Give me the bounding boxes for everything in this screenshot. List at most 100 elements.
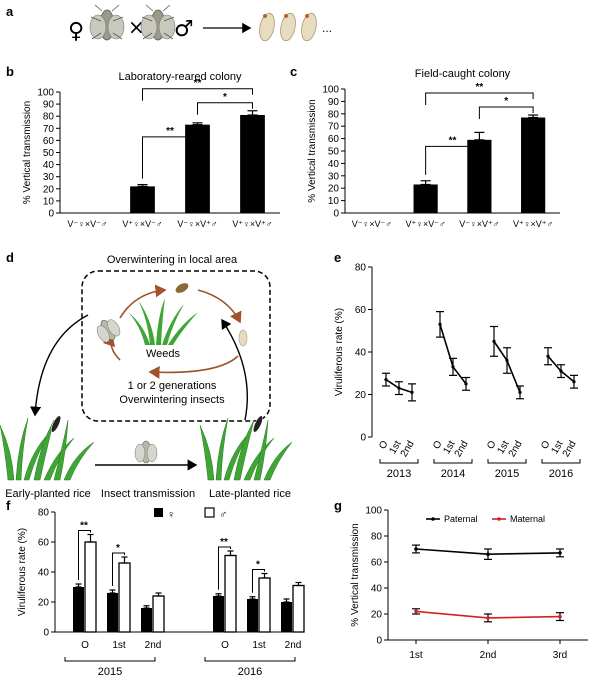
chart-f: 0 20 40 60 80 Viruliferous rate (%) ♀ ♂ O 1st 2nd *… (17, 507, 305, 678)
significance-label: * (504, 96, 508, 107)
significance-bracket (425, 92, 534, 106)
bar-male (292, 584, 305, 633)
generations-line2: Overwintering insects (119, 394, 225, 406)
significance-label: ** (475, 82, 483, 93)
bar-female (247, 599, 258, 632)
y-axis-label: Viruliferous rate (%) (334, 308, 345, 396)
y-tick-label: 40 (43, 160, 55, 171)
transmission-label: Insect transmission (101, 488, 195, 500)
x-tick-label: 3rd (553, 650, 567, 661)
data-point (558, 551, 562, 555)
group-label: 2015 (495, 468, 519, 480)
nymph-icon (238, 329, 248, 347)
bar-female (73, 587, 84, 632)
legend-label: Paternal (444, 514, 478, 524)
bar-male (152, 595, 165, 633)
y-tick-label: 40 (371, 584, 383, 595)
x-tick-label: 1st (252, 640, 266, 651)
significance-bracket (142, 88, 253, 101)
chart-title: Laboratory-reared colony (119, 71, 242, 83)
group-label: 2016 (549, 468, 573, 480)
y-tick-label: 80 (43, 112, 55, 123)
y-tick-label: 80 (355, 263, 367, 274)
x-tick-label: O (221, 640, 229, 651)
x-tick-label: 2nd (480, 650, 497, 661)
data-point (558, 614, 562, 619)
weeds-label: Weeds (146, 348, 181, 360)
significance-bracket (218, 546, 231, 590)
panel-letter-f: f (6, 498, 11, 513)
significance-label: ** (166, 126, 174, 137)
panel-letter-c: c (290, 64, 297, 79)
significance-label: ** (194, 78, 202, 89)
x-tick-label: 2nd (145, 640, 162, 651)
y-tick-label: 10 (43, 196, 55, 207)
chart-g: 0 20 40 60 80 100 % Vertical transmission 1st 2n… (350, 506, 588, 661)
y-tick-label: 0 (43, 628, 49, 639)
legend-male-label: ♂ (219, 509, 227, 521)
legend-marker (497, 517, 501, 521)
cycle-arrow-3 (148, 355, 239, 379)
arrow-box-to-early-rice (29, 314, 89, 417)
group-bracket (64, 657, 156, 662)
panel-letter-e: e (334, 250, 341, 265)
early-rice-icon (0, 415, 95, 481)
panel-letter-g: g (334, 498, 342, 513)
y-tick-label: 100 (37, 88, 54, 99)
cross-symbol: × (128, 15, 145, 39)
group-bracket (204, 657, 296, 662)
group-label: 2013 (387, 468, 411, 480)
y-tick-label: 40 (355, 348, 367, 359)
bar-female (107, 593, 118, 632)
y-axis-label: % Vertical transmission (22, 101, 33, 204)
weeds-icon (128, 298, 198, 345)
male-symbol: ♂ (174, 17, 194, 42)
significance-bracket (142, 136, 198, 179)
group-bracket (541, 459, 581, 464)
panel-letter-a: a (6, 4, 14, 19)
egg-cluster-icon (175, 283, 189, 293)
bar-female (281, 602, 292, 632)
y-tick-label: 70 (43, 124, 55, 135)
data-point (438, 322, 442, 326)
y-tick-label: 90 (328, 97, 340, 108)
significance-bracket (252, 569, 265, 593)
x-tick-label: 1st (409, 650, 423, 661)
bar (413, 184, 438, 213)
data-point (492, 339, 496, 343)
y-tick-label: 0 (360, 433, 366, 444)
panel-a-cross-diagram: ♀ × ♂ ... (68, 4, 332, 44)
x-tick-label: V⁺♀×V⁺♂ (232, 219, 272, 229)
group-label: 2016 (238, 666, 262, 678)
bar (130, 186, 155, 213)
y-tick-label: 80 (38, 508, 50, 519)
y-tick-label: 20 (43, 184, 55, 195)
y-axis-label: % Vertical transmission (350, 523, 361, 626)
data-point (546, 354, 550, 358)
panel-d-diagram: Overwintering in local area Weeds 1 or 2… (0, 254, 293, 500)
data-point (559, 369, 563, 373)
early-rice-label: Early-planted rice (5, 488, 91, 500)
arrow-late-rice-to-box (221, 318, 248, 421)
x-tick-label: V⁺♀×V⁻♂ (405, 219, 445, 229)
significance-label: * (116, 543, 120, 554)
overwintering-box (81, 270, 271, 422)
data-point (397, 386, 401, 390)
y-tick-label: 0 (333, 209, 339, 220)
x-tick-label: 2nd (453, 439, 471, 459)
x-tick-label: V⁻♀×V⁻♂ (67, 219, 107, 229)
x-tick-label: 2nd (507, 439, 525, 459)
ellipsis-text: ... (322, 21, 332, 35)
data-point (451, 365, 455, 369)
legend-female-label: ♀ (167, 509, 175, 521)
data-point (464, 382, 468, 386)
data-point (505, 358, 509, 363)
significance-bracket (425, 145, 480, 175)
late-rice-icon (199, 415, 293, 481)
significance-label: ** (80, 521, 88, 532)
bar-male (258, 577, 271, 633)
chart-b: Laboratory-reared colony 0 102030405060708… (22, 71, 280, 229)
significance-label: * (256, 560, 260, 571)
